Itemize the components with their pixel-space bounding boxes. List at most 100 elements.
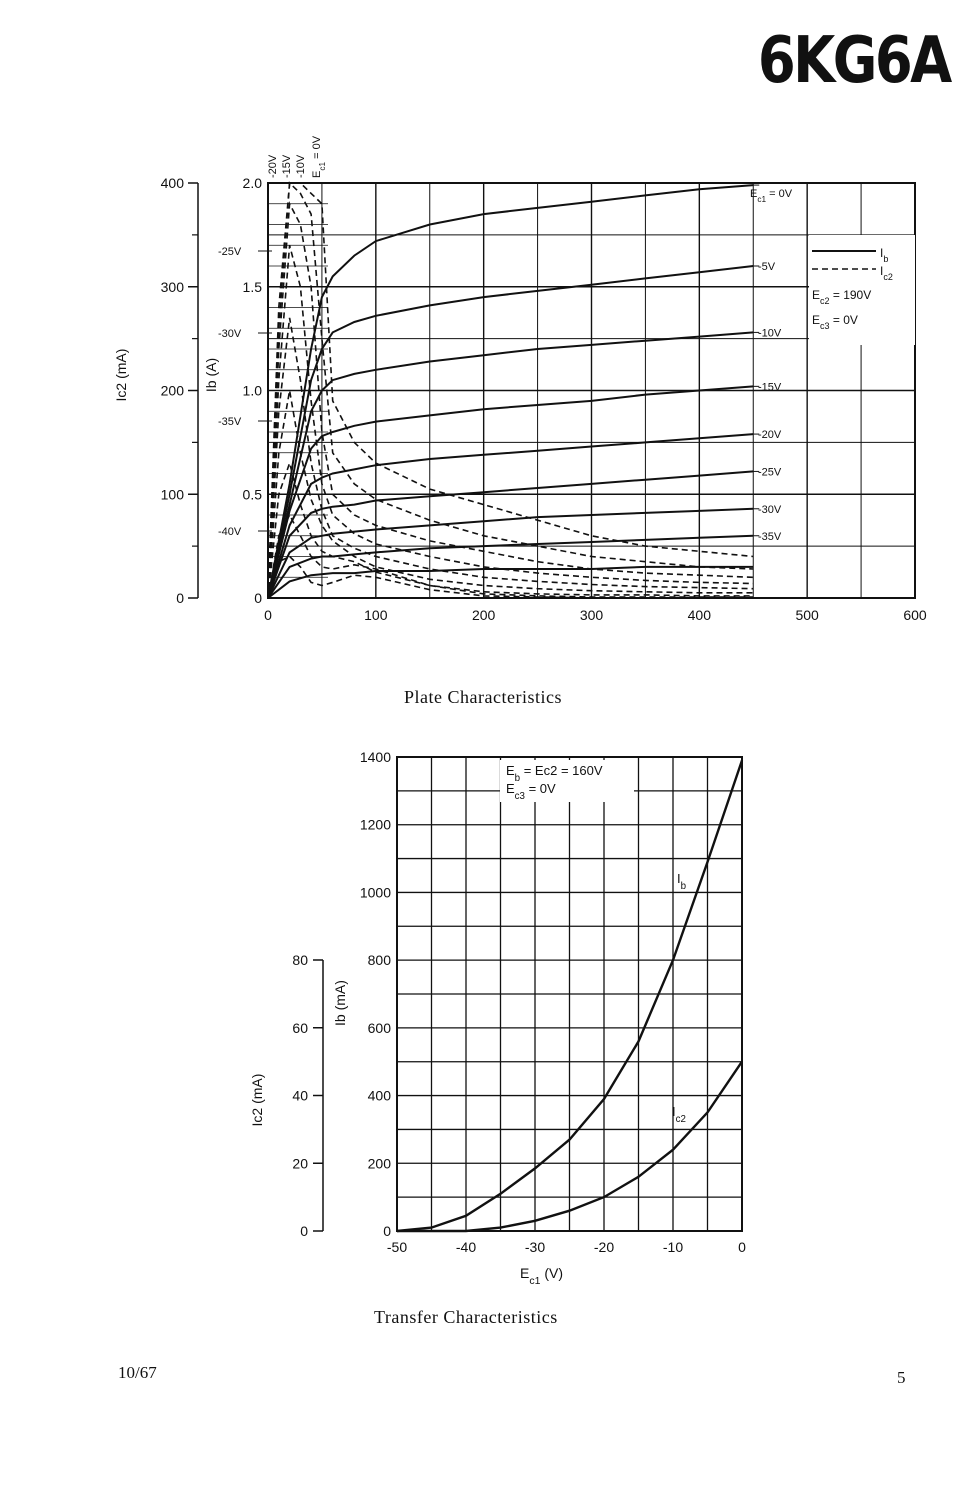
transfer-ib-tick-label: 400: [368, 1088, 392, 1104]
plate-left-label: -25V: [218, 246, 242, 258]
plate-ib-tick-label: 0: [254, 590, 262, 606]
plate-ib-curve: [267, 565, 754, 599]
transfer-x-tick-label: -40: [456, 1239, 476, 1255]
legend-ib-label: Ib: [880, 246, 888, 264]
transfer-x-tick-label: -50: [387, 1239, 407, 1255]
plate-right-label: -10V: [758, 327, 782, 339]
plate-ib-tick-label: 1.5: [243, 279, 263, 295]
plate-condition-ec3: Ec3 = 0V: [812, 313, 858, 331]
plate-axes: [188, 182, 916, 599]
plate-ic2-curve: [267, 460, 754, 599]
transfer-x-tick-label: 0: [738, 1239, 746, 1255]
transfer-x-tick-label: -20: [594, 1239, 614, 1255]
plate-ic2-tick-label: 200: [161, 383, 185, 399]
plate-right-label: -15V: [758, 381, 782, 393]
transfer-ib-tick-label: 200: [368, 1155, 392, 1171]
plate-ic2-curve: [267, 513, 754, 599]
footer-page-number: 5: [897, 1368, 906, 1387]
plate-ic2-curve: [267, 390, 754, 599]
plate-labels: 0 100 200 300 400 500 600 0 0.5 1.0 1.5 2.0 0 100 200 3…: [113, 135, 927, 623]
plate-right-label: Ec1 = 0V: [750, 188, 793, 204]
plate-ic2-curve: [267, 181, 754, 599]
plate-ib-curve: [267, 385, 754, 599]
transfer-ib-tick-label: 1200: [360, 817, 391, 833]
transfer-ib-curve-label: Ib: [677, 871, 687, 892]
footer-date: 10/67: [118, 1363, 157, 1382]
plate-ib-tick-label: 0.5: [243, 486, 263, 502]
transfer-x-tick-label: -30: [525, 1239, 545, 1255]
transfer-grid: [396, 756, 743, 1232]
plate-x-tick-label: 400: [688, 607, 712, 623]
plate-ib-curve: [267, 184, 754, 599]
transfer-ic2-curve: [397, 1060, 743, 1233]
legend-ic2-label: Ic2: [880, 264, 893, 282]
transfer-ic2-tick-label: 60: [292, 1020, 308, 1036]
plate-top-label: -15V: [281, 154, 293, 178]
transfer-frame: [396, 756, 743, 1232]
plate-condition-ec2: Ec2 = 190V: [812, 288, 871, 306]
transfer-ic2-tick-label: 40: [292, 1088, 308, 1104]
plate-top-label: -20V: [267, 154, 279, 178]
plate-ib-tick-label: 2.0: [243, 175, 263, 191]
transfer-ic2-axis-label: Ic2 (mA): [249, 1074, 265, 1127]
plate-ib-axis-label: Ib (A): [203, 358, 219, 392]
plate-ic2-curve: [267, 245, 754, 599]
transfer-condition-box: [500, 760, 634, 802]
plate-x-tick-label: 600: [903, 607, 927, 623]
plate-left-label: -30V: [218, 328, 242, 340]
transfer-ib-tick-label: 1000: [360, 884, 391, 900]
transfer-caption: Transfer Characteristics: [374, 1307, 558, 1327]
plate-caption: Plate Characteristics: [404, 687, 562, 707]
plate-ib-curve: [267, 433, 754, 599]
plate-x-tick-label: 500: [795, 607, 819, 623]
transfer-ib-tick-label: 1400: [360, 749, 391, 765]
plate-ic2-tick-label: 400: [161, 175, 185, 191]
transfer-condition-eb: Eb = Ec2 = 160V: [506, 763, 603, 784]
plate-legend-box: [809, 235, 915, 345]
plate-ib-curve: [267, 470, 754, 599]
transfer-labels: -50 -40 -30 -20 -10 0020040060080010001200140…: [249, 749, 746, 1287]
transfer-axes: [313, 756, 743, 1232]
transfer-x-tick-label: -10: [663, 1239, 683, 1255]
plate-left-label: -40V: [218, 526, 242, 538]
plate-ic2-curve: [267, 182, 754, 599]
transfer-condition-ec3: Ec3 = 0V: [506, 781, 556, 802]
plate-frame: [267, 182, 916, 599]
plate-ic2-tick-label: 100: [161, 486, 185, 502]
transfer-curves: [396, 760, 744, 1233]
plate-right-label: -5V: [758, 261, 776, 273]
transfer-ib-curve: [396, 760, 744, 1233]
plate-left-label: -35V: [218, 416, 242, 428]
transfer-ib-tick-label: 0: [383, 1223, 391, 1239]
transfer-ib-tick-label: 800: [368, 952, 392, 968]
plate-top-label: Ec1 = 0V: [311, 135, 327, 178]
plate-x-tick-label: 300: [580, 607, 604, 623]
plate-ib-curve: [267, 265, 754, 599]
plate-right-label: -20V: [758, 429, 782, 441]
transfer-ic2-tick-label: 20: [292, 1155, 308, 1171]
transfer-x-axis-label: Ec1 (V): [520, 1265, 563, 1287]
plate-x-tick-label: 0: [264, 607, 272, 623]
transfer-ic2-tick-label: 80: [292, 952, 308, 968]
plate-x-tick-label: 200: [472, 607, 496, 623]
transfer-ib-tick-label: 600: [368, 1020, 392, 1036]
plate-right-label: -30V: [758, 504, 782, 516]
plate-ic2-curve: [267, 555, 754, 599]
plate-ib-tick-label: 1.0: [243, 383, 263, 399]
transfer-ic2-curve-label: Ic2: [672, 1104, 686, 1125]
plate-ic2-curve: [267, 200, 754, 599]
transfer-ic2-tick-label: 0: [300, 1223, 308, 1239]
plate-x-tick-label: 100: [364, 607, 388, 623]
plate-curves: [267, 181, 754, 599]
plate-top-label: -10V: [295, 154, 307, 178]
plate-ic2-tick-label: 0: [176, 590, 184, 606]
plate-ic2-curve: [267, 317, 754, 599]
transfer-ib-axis-label: Ib (mA): [332, 980, 348, 1026]
plate-right-label: -35V: [758, 531, 782, 543]
plate-ib-curve: [267, 331, 754, 599]
plate-ic2-tick-label: 300: [161, 279, 185, 295]
plate-ic2-axis-label: Ic2 (mA): [113, 349, 129, 402]
plate-right-label: -25V: [758, 466, 782, 478]
